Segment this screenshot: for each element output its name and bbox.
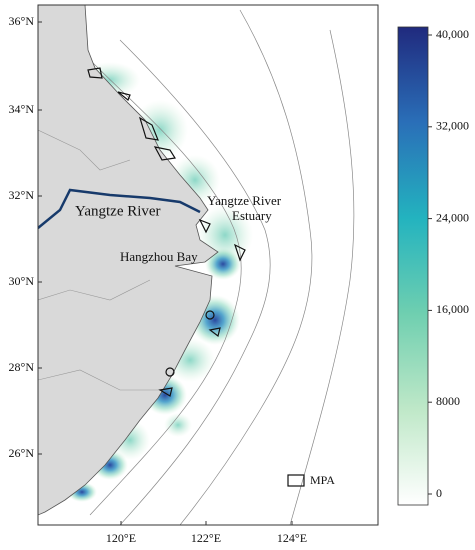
place-label: Yangtze River bbox=[207, 193, 282, 208]
map-frame bbox=[37, 4, 379, 526]
map-area bbox=[38, 5, 378, 525]
mpa-outlines bbox=[87, 67, 246, 397]
colorbar bbox=[397, 26, 429, 506]
latitude-label: 26°N bbox=[9, 446, 35, 460]
colorbar-tick-label: 24,000 bbox=[436, 210, 469, 224]
latitude-label: 28°N bbox=[9, 360, 35, 374]
latitude-labels: 36°N 34°N 32°N 30°N 28°N 26°N bbox=[9, 14, 42, 460]
longitude-labels: 120°E 122°E 124°E bbox=[106, 521, 307, 545]
legend-swatch bbox=[287, 474, 305, 487]
latitude-label: 32°N bbox=[9, 188, 35, 202]
colorbar-tick-label: 0 bbox=[436, 486, 442, 500]
latitude-label: 30°N bbox=[9, 274, 35, 288]
province-borders bbox=[38, 129, 160, 391]
latitude-label: 36°N bbox=[9, 14, 35, 28]
longitude-label: 122°E bbox=[191, 531, 221, 545]
place-label: Hangzhou Bay bbox=[120, 249, 198, 264]
depth-contours bbox=[89, 9, 355, 525]
colorbar-tick-label: 40,000 bbox=[436, 27, 469, 41]
place-label: Estuary bbox=[232, 208, 272, 223]
colorbar-ticks: 0 8000 16,000 24,000 32,000 40,000 bbox=[428, 27, 469, 500]
longitude-label: 120°E bbox=[106, 531, 136, 545]
colorbar-tick-label: 32,000 bbox=[436, 119, 469, 133]
place-label: Yangtze River bbox=[75, 203, 161, 219]
latitude-label: 34°N bbox=[9, 102, 35, 116]
colorbar-tick-label: 8000 bbox=[436, 394, 460, 408]
colorbar-tick-label: 16,000 bbox=[436, 302, 469, 316]
yangtze-river bbox=[38, 188, 201, 229]
legend-label: MPA bbox=[310, 473, 335, 487]
longitude-label: 124°E bbox=[277, 531, 307, 545]
land bbox=[38, 5, 219, 516]
